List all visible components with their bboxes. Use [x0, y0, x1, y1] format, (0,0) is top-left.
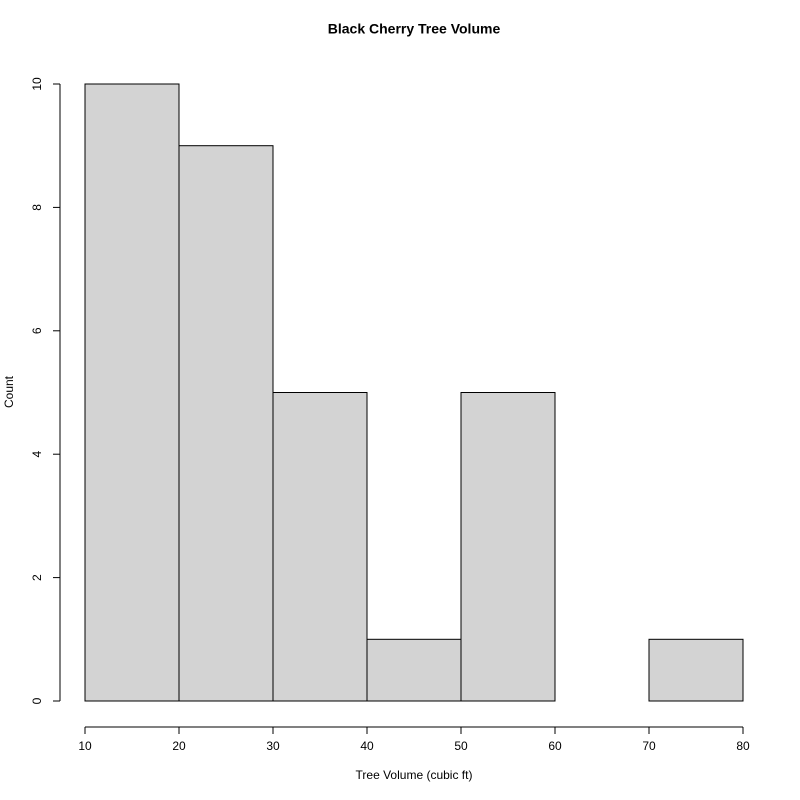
y-tick-label: 2: [30, 574, 44, 581]
x-axis-label: Tree Volume (cubic ft): [356, 768, 473, 782]
y-tick-label: 10: [30, 77, 44, 91]
y-axis-label: Count: [2, 375, 16, 408]
bar: [460, 392, 556, 702]
bar: [648, 638, 744, 702]
y-tick-label: 8: [30, 204, 44, 211]
x-tick-label: 20: [172, 739, 186, 753]
bar: [84, 83, 180, 702]
x-tick-label: 80: [736, 739, 750, 753]
bar: [272, 392, 368, 702]
chart-title: Black Cherry Tree Volume: [328, 21, 501, 37]
bar: [178, 145, 274, 702]
y-tick-label: 0: [30, 697, 44, 704]
x-tick-label: 30: [266, 739, 280, 753]
x-tick-label: 40: [360, 739, 374, 753]
y-tick-label: 6: [30, 327, 44, 334]
bar: [366, 638, 462, 702]
y-tick-label: 4: [30, 451, 44, 458]
x-tick-label: 70: [642, 739, 656, 753]
x-tick-label: 10: [78, 739, 92, 753]
x-tick-label: 50: [454, 739, 468, 753]
x-tick-label: 60: [548, 739, 562, 753]
